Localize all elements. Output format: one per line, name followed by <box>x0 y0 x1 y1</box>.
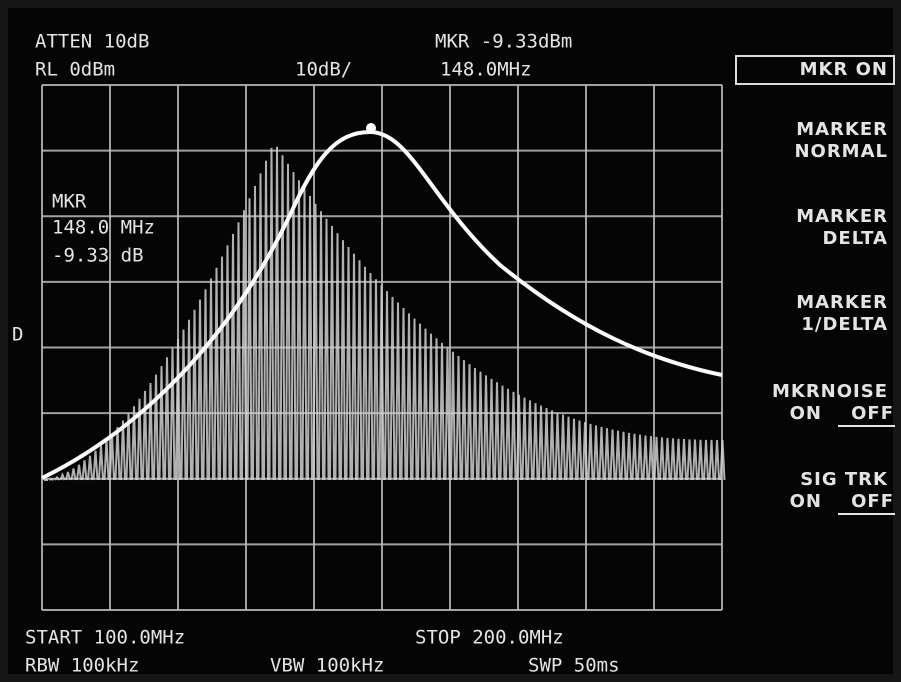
softkey-on: ON <box>790 403 822 424</box>
softkey-label: SIG TRK <box>800 469 888 490</box>
softkey-label: MKR ON <box>800 59 888 80</box>
softkey-label: DELTA <box>822 228 888 249</box>
readout-freq: 148.0 MHz <box>52 217 155 239</box>
rbw: RBW 100kHz <box>25 655 139 677</box>
ref-level: RL 0dBm <box>35 59 115 81</box>
stop-freq: STOP 200.0MHz <box>415 627 564 649</box>
softkey-label: MARKER <box>796 206 888 227</box>
start-freq: START 100.0MHz <box>25 627 185 649</box>
readout-level: -9.33 dB <box>52 245 144 267</box>
softkey-label: NORMAL <box>794 141 888 162</box>
scale: 10dB/ <box>295 59 352 81</box>
atten: ATTEN 10dB <box>35 31 149 53</box>
softkey-label: MARKER <box>796 292 888 313</box>
softkey-off: OFF <box>851 491 894 512</box>
marker-level: MKR -9.33dBm <box>435 31 572 53</box>
softkey-label: MARKER <box>796 119 888 140</box>
analyzer-screen: ATTEN 10dB RL 0dBm 10dB/ MKR -9.33dBm 14… <box>0 0 901 682</box>
readout-label: MKR <box>52 191 87 213</box>
marker-dot <box>366 123 376 133</box>
vbw: VBW 100kHz <box>270 655 384 677</box>
marker-freq: 148.0MHz <box>440 59 532 81</box>
softkey-label: MKRNOISE <box>772 381 888 402</box>
softkey-on: ON <box>790 491 822 512</box>
sweep: SWP 50ms <box>528 655 620 677</box>
softkey-off: OFF <box>851 403 894 424</box>
softkey-label: 1/DELTA <box>801 314 888 335</box>
side-label: D <box>12 324 23 346</box>
